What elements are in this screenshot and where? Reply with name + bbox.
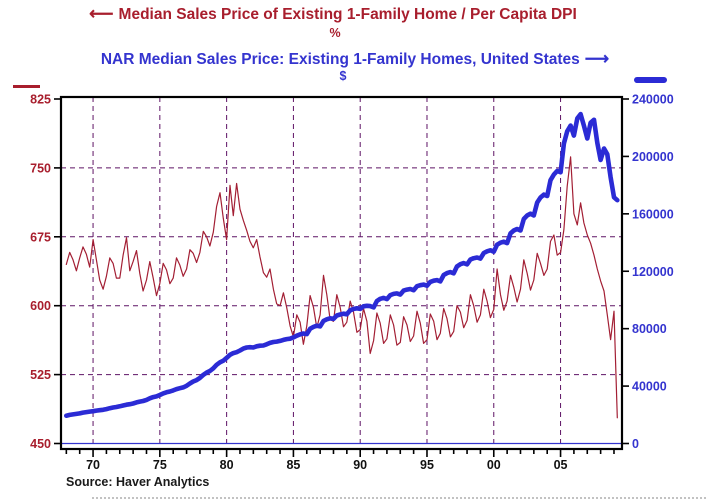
svg-text:240000: 240000 <box>632 93 674 107</box>
series-median-price <box>64 111 620 419</box>
title-nar-text: NAR Median Sales Price: Existing 1-Famil… <box>100 51 580 68</box>
right-axis: 240000 200000 160000 120000 80000 40000 0 <box>623 93 674 451</box>
svg-text:750: 750 <box>30 161 51 175</box>
left-axis: 825 750 675 600 525 450 <box>30 93 60 451</box>
legend-red-line-swatch <box>13 85 40 88</box>
x-axis: 70 75 80 85 90 95 00 05 <box>65 450 615 472</box>
source-note: Source: Haver Analytics <box>66 475 210 489</box>
svg-text:70: 70 <box>86 458 100 472</box>
svg-text:525: 525 <box>30 368 51 382</box>
svg-text:90: 90 <box>353 458 367 472</box>
svg-text:675: 675 <box>30 230 51 244</box>
svg-text:160000: 160000 <box>632 207 674 221</box>
svg-text:00: 00 <box>487 458 501 472</box>
svg-text:200000: 200000 <box>632 150 674 164</box>
svg-text:40000: 40000 <box>632 380 667 394</box>
svg-text:450: 450 <box>30 437 51 451</box>
left-arrow-icon: ⟵ <box>89 4 114 23</box>
svg-text:600: 600 <box>30 299 51 313</box>
series-ratio <box>65 156 618 419</box>
bottom-separator <box>92 497 706 499</box>
svg-text:05: 05 <box>554 458 568 472</box>
svg-text:75: 75 <box>153 458 167 472</box>
title-ratio-text: Median Sales Price of Existing 1-Family … <box>118 6 577 23</box>
svg-text:825: 825 <box>30 93 51 107</box>
right-axis-unit-label: $ <box>339 69 347 83</box>
svg-text:120000: 120000 <box>632 265 674 279</box>
right-arrow-icon: ⟶ <box>584 49 610 68</box>
title-ratio: ⟵ Median Sales Price of Existing 1-Family… <box>0 4 686 24</box>
svg-text:80: 80 <box>220 458 234 472</box>
gridlines <box>61 97 622 449</box>
svg-text:85: 85 <box>286 458 300 472</box>
svg-text:80000: 80000 <box>632 322 667 336</box>
svg-text:0: 0 <box>632 437 639 451</box>
plot-frame <box>59 95 624 451</box>
title-nar: NAR Median Sales Price: Existing 1-Famil… <box>2 49 706 69</box>
svg-text:95: 95 <box>420 458 434 472</box>
left-axis-unit-label: % <box>329 26 341 40</box>
legend-blue-line-swatch <box>634 77 667 83</box>
